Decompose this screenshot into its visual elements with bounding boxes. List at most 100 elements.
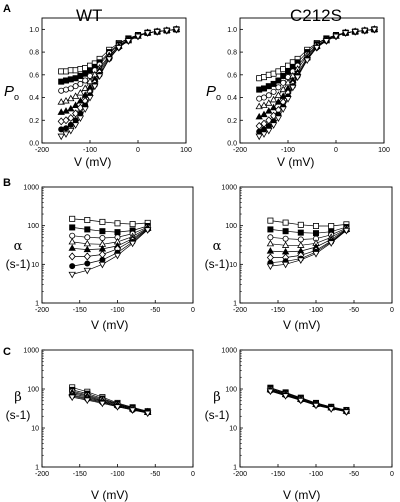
series-line-2 <box>72 225 148 233</box>
data-point <box>297 236 304 243</box>
x-tick-label: 0 <box>390 307 394 314</box>
data-point <box>99 228 106 235</box>
y-tick-label: 0.2 <box>227 118 237 125</box>
data-point <box>76 115 85 123</box>
data-point <box>91 83 99 91</box>
data-point <box>328 223 335 230</box>
column-title-c212s: C212S <box>290 6 342 25</box>
data-point <box>86 95 94 102</box>
ylabel-alpha-unit: (s-1) <box>5 257 31 271</box>
data-point <box>281 247 290 255</box>
y-tick-label: 10 <box>31 262 39 269</box>
y-tick-label: 1 <box>233 301 237 308</box>
y-tick-label: 0.4 <box>227 95 237 102</box>
data-point <box>67 127 75 135</box>
data-point <box>255 112 263 120</box>
plot-a-c212s: -200 -100 0 100 0.0 0.2 0.4 0.6 0.8 1.0 <box>227 17 390 154</box>
data-point <box>83 397 91 405</box>
data-point <box>62 107 70 114</box>
data-point <box>267 234 274 241</box>
data-point <box>98 250 106 259</box>
series-line-3 <box>270 227 347 240</box>
data-point <box>297 229 304 236</box>
data-point <box>256 95 263 102</box>
y-tick-label: 100 <box>27 223 39 230</box>
data-point <box>113 252 122 260</box>
data-point <box>284 96 292 103</box>
data-point <box>260 126 267 133</box>
xlabel-a-c212s: V (mV) <box>277 155 315 169</box>
data-point <box>274 91 283 98</box>
data-point <box>265 122 272 129</box>
data-point <box>58 126 65 133</box>
data-point <box>342 227 351 235</box>
data-point <box>370 26 379 34</box>
data-point <box>99 234 106 241</box>
data-point <box>266 263 275 271</box>
panel-letter-b: B <box>3 177 11 189</box>
series-line-8 <box>270 230 347 267</box>
data-point <box>144 410 152 418</box>
y-tick-label: 10 <box>31 426 39 433</box>
data-point <box>265 92 272 99</box>
data-point <box>68 237 76 245</box>
y-tick-label: 1 <box>35 465 39 472</box>
series-line-5 <box>270 229 347 253</box>
series-line-1 <box>270 387 347 411</box>
data-point <box>260 110 268 118</box>
ylabel-alpha-unit: (s-1) <box>204 257 230 271</box>
data-point <box>361 27 369 35</box>
data-point <box>281 393 290 400</box>
ylabel-beta-unit: (s-1) <box>204 408 230 422</box>
data-point <box>281 261 290 269</box>
data-point <box>282 228 289 235</box>
ylabel-beta-wt: β (s-1) <box>4 391 32 421</box>
x-tick-label: -100 <box>110 471 124 478</box>
y-tick-label: 0.4 <box>29 95 39 102</box>
series-line-3 <box>61 29 177 92</box>
data-point <box>267 217 274 224</box>
x-tick-label: -100 <box>309 307 323 314</box>
x-tick-label: -200 <box>35 471 49 478</box>
data-point <box>312 230 319 237</box>
ylabel-po-sub: o <box>216 92 222 102</box>
series-line-2 <box>270 226 347 234</box>
y-tick-label: 100 <box>27 387 39 394</box>
data-point <box>69 263 76 270</box>
data-point <box>293 74 302 82</box>
y-tick-label: 10 <box>229 262 237 269</box>
panel-letter-c: C <box>3 346 11 358</box>
data-point <box>289 84 297 92</box>
x-tick-label: 100 <box>378 147 390 154</box>
data-point <box>114 229 121 236</box>
ylabel-beta-unit: (s-1) <box>5 408 31 422</box>
data-point <box>297 221 304 228</box>
data-point <box>98 261 107 269</box>
plot-c-c212s: -200 -150 -100 -50 0 1 10 100 1000 <box>221 348 394 479</box>
column-title-wt: WT <box>76 6 103 25</box>
data-point <box>76 88 85 96</box>
data-point <box>83 252 91 261</box>
x-tick-label: -200 <box>35 307 49 314</box>
y-tick-label: 1000 <box>23 185 39 192</box>
data-point <box>115 45 123 52</box>
x-tick-label: -100 <box>281 147 295 154</box>
data-point <box>68 271 76 279</box>
data-point <box>297 397 305 405</box>
data-point <box>153 29 161 36</box>
plot-b-wt: -200 -150 -100 -50 0 1 10 100 1000 <box>23 185 195 315</box>
data-point <box>260 94 267 101</box>
data-point <box>62 131 70 138</box>
data-point <box>129 221 136 228</box>
data-point <box>297 257 305 264</box>
series-line-1 <box>72 218 148 225</box>
data-point <box>351 29 359 36</box>
data-point <box>71 122 80 129</box>
data-point <box>69 215 76 222</box>
data-point <box>255 133 263 141</box>
data-point <box>260 101 268 108</box>
data-point <box>332 33 340 41</box>
y-tick-label: 10 <box>229 426 237 433</box>
